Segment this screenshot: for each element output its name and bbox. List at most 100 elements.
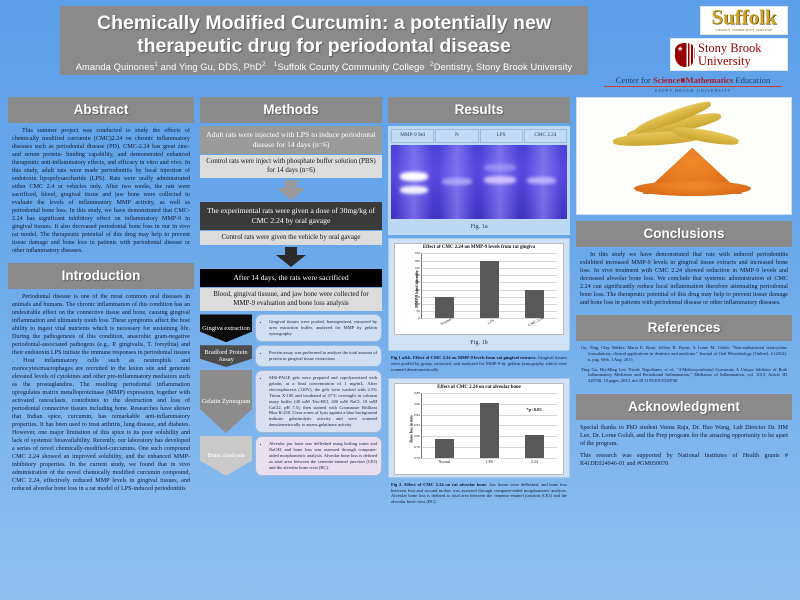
gel-lane-label-2: LPS [479, 129, 523, 144]
section-header-introduction: Introduction [8, 263, 194, 290]
methods-flow-step-3: After 14 days, the rats were sacrificed … [200, 269, 382, 312]
chart-bone-plot: 0.76 0.78 0.80 0.82 0.84 0.86 0.88 Normal LPS 2.2… [414, 391, 557, 464]
chart-significance-annotation: *p<0.05 [526, 407, 542, 413]
gel-lane-labels: MMP-9 Std N LPS CMC 2.24 [391, 129, 567, 144]
chart-bar [525, 434, 544, 458]
poster-header: Chemically Modified Curcumin: a potentia… [8, 6, 792, 93]
chart-x-tick-label: 2.24 [531, 459, 538, 464]
affil-1-sup: 1 [273, 61, 278, 69]
flow-step-2-primary: The experimental rats were given a dose … [200, 202, 382, 230]
chart-y-tick-label: 300 [414, 273, 420, 278]
chart-card-bone: Effect of CMC 2.24 on rat alveolar bone … [388, 377, 570, 478]
affiliation-1: Suffolk County Community College [277, 62, 425, 73]
section-header-references: References [576, 315, 792, 342]
turmeric-photo-card [576, 97, 792, 216]
title-line-2: therapeutic drug for periodontal disease [137, 34, 511, 57]
column-conclusions-references: Conclusions In this study we have demons… [576, 97, 792, 589]
csme-logo-title: Center for Science■Mathematics Education [598, 75, 788, 85]
step-detail-bradford-text: Protein assay was performed to analyze t… [269, 350, 377, 362]
csme-logo-subtitle: STONY BROOK UNIVERSITY [654, 88, 732, 94]
reference-item-1: Gu, Ying, Clay Walker, Maria E. Ryan, Je… [581, 345, 787, 362]
chart-y-tick-label: 50 [416, 309, 421, 314]
figure-1a-caption: Fig. 1a [470, 223, 488, 231]
section-header-abstract: Abstract [8, 97, 194, 124]
author-2-sup: 2 [261, 61, 266, 69]
method-step-gelatin-zymogram: Gelatin Zymogram SDS-PAGE gels were prep… [200, 370, 382, 434]
chart-y-tick-label: 0.84 [413, 412, 420, 417]
column-abstract-introduction: Abstract This summer project was conduct… [8, 97, 194, 589]
poster-columns: Abstract This summer project was conduct… [8, 97, 792, 589]
chart-y-tick-label: 0 [418, 316, 420, 321]
methods-flow-step-1: Adult rats were injected with LPS to ind… [200, 126, 382, 179]
gel-image [391, 145, 567, 220]
csme-divider [604, 86, 782, 88]
title-line-1: Chemically Modified Curcumin: a potentia… [97, 12, 551, 34]
chart-y-tick-label: 150 [414, 294, 420, 299]
suffolk-logo: Suffolk COUNTY COMMUNITY COLLEGE [700, 6, 788, 35]
method-step-gingiva-extraction: Gingiva extraction Gingival tissues were… [200, 314, 382, 343]
step-detail-bone: Alveolar jaw bone was defleshed using bo… [255, 436, 382, 476]
chart-bone: Effect of CMC 2.24 on rat alveolar bone … [394, 382, 564, 475]
shield-icon: ★ [675, 42, 695, 67]
step-chevron-label-bone: Bone Analysis [200, 436, 252, 476]
method-step-bone-analysis: Bone Analysis Alveolar jaw bone was defl… [200, 436, 382, 476]
sbu-logo-line-1: Stony Brook [698, 40, 762, 55]
chart-y-tick-label: 0.88 [413, 390, 420, 395]
chart-mmp9: Effect of CMC 2.24 on MMP-9 levels from … [394, 243, 564, 336]
step-chevron-label-zymogram: Gelatin Zymogram [200, 370, 252, 434]
suffolk-logo-name: Suffolk [711, 5, 777, 29]
step-detail-bradford: Protein assay was performed to analyze t… [255, 345, 382, 367]
conclusions-text: In this study we have demonstrated that … [580, 252, 788, 307]
author-line: Amanda Quinones1 and Ying Gu, DDS, PhD2 … [68, 61, 580, 72]
gel-lane-label-3: CMC 2.24 [523, 129, 567, 144]
csme-square-icon: ■ [680, 75, 686, 86]
figure-2-legend: Fig 2. Effect of CMC 2.24 on rat alveola… [388, 478, 570, 505]
flow-step-3-primary: After 14 days, the rats were sacrificed [200, 269, 382, 288]
flow-step-1-primary: Adult rats were injected with LPS to ind… [200, 126, 382, 154]
step-detail-gingiva: Gingival tissues were pooled, homogenize… [255, 314, 382, 343]
figure-1-legend: Fig 1 a&b. Effect of CMC 2.24 on MMP-9 l… [388, 351, 570, 372]
chart-y-tick-label: 0.76 [413, 455, 420, 460]
chart-gridline [422, 318, 557, 320]
author-1-sup: 1 [154, 61, 158, 69]
flow-arrow-2 [200, 245, 382, 269]
abstract-text: This summer project was conducted to stu… [12, 128, 190, 255]
gel-lane-label-1: N [435, 129, 479, 144]
step-detail-bone-text: Alveolar jaw bone was defleshed using bo… [269, 441, 377, 471]
chart-bar [480, 260, 499, 319]
step-detail-zymogram-text: SDS-PAGE gels were prepared and copolyme… [269, 375, 377, 428]
section-header-methods: Methods [200, 97, 382, 124]
section-header-acknowledgment: Acknowledgment [576, 393, 792, 420]
csme-post: Education [733, 75, 771, 86]
column-methods: Methods Adult rats were injected with LP… [200, 97, 382, 589]
figure-2-legend-rest: Jaw bones were defleshed, and bone loss … [391, 481, 567, 505]
chart-gridline [422, 392, 557, 394]
chart-bone-title: Effect of CMC 2.24 on rat alveolar bone [437, 384, 521, 390]
csme-logo: Center for Science■Mathematics Education… [598, 75, 788, 93]
csme-bold-2: Mathematics [685, 75, 734, 86]
flow-step-2-control: Control rats were given the vehicle by o… [200, 230, 382, 246]
chart-y-tick-label: 100 [414, 301, 420, 306]
figure-1-legend-rest: Gingival tissues were pooled by group, e… [391, 355, 567, 373]
column-results: Results MMP-9 Std N LPS CMC 2.24 [388, 97, 570, 589]
affil-2-sup: 2 [430, 61, 434, 69]
chart-bar [480, 402, 499, 458]
figure-2-legend-bold: Fig 2. Effect of CMC 2.24 on rat alveola… [391, 481, 488, 487]
chart-x-tick-label: LPS [486, 459, 493, 464]
chart-x-tick-label: LPS [486, 318, 495, 326]
chart-x-tick-label: Normal [438, 459, 451, 464]
reference-item-2: Ying Gu, Hsi-Ming Lee, Nicole Napolitano… [581, 366, 787, 384]
stony-brook-logo: ★ Stony Brook University [670, 37, 788, 72]
csme-bold-1: Science [653, 75, 681, 86]
suffolk-logo-subtitle: COUNTY COMMUNITY COLLEGE [715, 27, 773, 32]
chart-y-tick-label: 350 [414, 265, 420, 270]
acknowledgment-text-2: This research was supported by National … [580, 452, 788, 467]
flow-step-1-control: Control rats were inject with phosphate … [200, 154, 382, 179]
step-chevron-label-bradford: Bradford Protein Assay [200, 345, 252, 367]
chart-gridline [422, 457, 557, 459]
chart-y-tick-label: 450 [414, 251, 420, 256]
section-header-results: Results [388, 97, 570, 124]
chart-bone-ylabel: Bone loss in mm [409, 415, 414, 443]
chart-y-tick-label: 400 [414, 258, 420, 263]
